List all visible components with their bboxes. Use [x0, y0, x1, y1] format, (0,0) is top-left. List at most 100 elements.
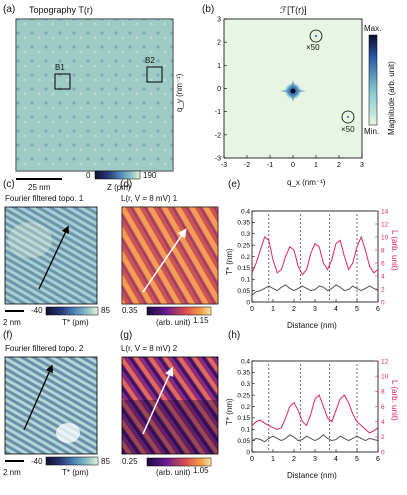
plot-area: [251, 210, 379, 303]
y-tick-label-left: 0.25: [237, 242, 250, 249]
linecut-arrow-d: [142, 228, 187, 293]
colorbar-topo-max: 190: [143, 171, 157, 180]
scalebar-a-label: 25 nm: [28, 183, 51, 192]
box-b1-label: B1: [55, 63, 65, 72]
ldos-map-2-title: L(r, V = 8 mV) 2: [121, 344, 178, 353]
y-tick-label-right: 6: [381, 260, 385, 267]
chart-e-xlabel: Distance (nm): [287, 321, 337, 330]
ldos-map-2-image: [121, 356, 219, 455]
magnification-label-2: ×50: [341, 125, 355, 134]
linecut-arrow-g: [142, 366, 174, 435]
colorbar-c-label: T* (pm): [62, 318, 89, 327]
y-tick-label-right: 10: [381, 234, 389, 241]
panel-label-e: (e): [228, 179, 241, 190]
fft-xtick-label: -1: [267, 162, 273, 169]
y-tick-label-right: 0: [381, 449, 385, 456]
linecut-chart-h: 0 1 2 3 4 5 600.050.10.150.20.250.30.350.40246…: [237, 358, 388, 463]
y-tick-label-left: 0.35: [237, 220, 250, 227]
linecut-arrow-2: [23, 364, 54, 431]
fft-axis-ticks: -3 -2 -1 0 1 2 3 3 2 1 0 -1 -2 -3: [215, 17, 364, 170]
y-tick-label-left: 0.05: [237, 438, 250, 445]
y-tick-label-left: 0.15: [237, 265, 250, 272]
colorbar-topo-min: 0: [86, 171, 91, 180]
colorbar-f-label: T* (pm): [62, 468, 89, 477]
colorbar-topo: [94, 170, 141, 180]
y-tick-label-right: 10: [381, 373, 389, 380]
scalebar-f-label: 2 nm: [3, 468, 21, 477]
y-tick-label-left: 0.05: [237, 288, 250, 295]
chart-e-ylabel-left: T* (nm): [225, 248, 234, 275]
colorbar-topo-label: Z (pm): [107, 183, 131, 192]
colorbar-f-min: -40: [31, 457, 43, 466]
fft-ytick-label: 1: [217, 63, 221, 70]
colorbar-g-label: (arb. unit): [156, 468, 191, 477]
y-tick-label-right: 12: [381, 221, 389, 228]
y-tick-label-left: 0.2: [241, 404, 250, 411]
chart-h-xlabel: Distance (nm): [287, 471, 337, 480]
y-tick-label-right: 4: [381, 419, 385, 426]
bragg-peak-2: [341, 110, 355, 124]
y-tick-label-left: 0.25: [237, 392, 250, 399]
y-tick-label-left: 0.1: [241, 277, 250, 284]
x-tick-label: 2: [292, 306, 296, 313]
topography-image: [15, 18, 174, 172]
filtered-topo-2-title: Fourier filtered topo. 2: [5, 344, 84, 353]
filtered-topo-2-image: [4, 356, 98, 455]
linecut-chart-e: 0 1 2 3 4 5 600.050.10.150.20.250.30.350.40246…: [237, 208, 388, 313]
panel-label-b: (b): [202, 4, 215, 15]
y-tick-label-left: 0.1: [241, 427, 250, 434]
y-tick-label-left: 0.4: [241, 208, 250, 215]
y-tick-label-left: 0.2: [241, 254, 250, 261]
panel-label-d: (d): [120, 179, 133, 190]
y-tick-label-right: 8: [381, 247, 385, 254]
colorbar-c-min: -40: [31, 306, 43, 315]
y-tick-label-right: 14: [381, 208, 389, 215]
panel-label-h: (h): [228, 330, 241, 341]
colorbar-d-label: (arb. unit): [156, 318, 191, 327]
x-tick-label: 6: [376, 456, 380, 463]
fft-xtick-label: -3: [221, 162, 227, 169]
colorbar-d: [146, 306, 212, 316]
fft-ytick-label: 3: [217, 17, 221, 24]
x-tick-label: 3: [313, 306, 317, 313]
colorbar-c: [45, 306, 99, 316]
y-tick-label-left: 0.35: [237, 370, 250, 377]
magnification-label-1: ×50: [306, 43, 320, 52]
panel-label-c: (c): [3, 179, 15, 190]
box-b1: [54, 73, 71, 90]
x-tick-label: 4: [334, 456, 338, 463]
y-tick-label-left: 0.4: [241, 358, 250, 365]
series-ldos-line: [251, 394, 379, 434]
fft-ytick-label: 2: [217, 40, 221, 47]
series-ldos-line: [251, 235, 379, 276]
x-tick-label: 1: [271, 456, 275, 463]
x-tick-label: 0: [250, 456, 254, 463]
panel-label-a: (a): [3, 4, 16, 15]
plot-area: [251, 360, 379, 453]
y-tick-label-right: 2: [381, 286, 385, 293]
box-b2: [146, 66, 163, 83]
fft-ytick-label: -1: [215, 109, 221, 116]
ldos-map-1-image: [121, 206, 219, 305]
y-tick-label-left: 0: [246, 449, 250, 456]
fft-ytick-label: -3: [215, 156, 221, 163]
x-tick-label: 1: [271, 306, 275, 313]
y-tick-label-left: 0.3: [241, 231, 250, 238]
colorbar-magnitude: [368, 34, 378, 126]
fft-ytick-label: -2: [215, 132, 221, 139]
x-tick-label: 2: [292, 456, 296, 463]
series-topography-line: [251, 434, 379, 443]
colorbar-c-max: 85: [101, 306, 110, 315]
filtered-topo-1-title: Fourier filtered topo. 1: [5, 194, 84, 203]
bragg-peak-1: [309, 29, 323, 43]
y-tick-label-left: 0.3: [241, 381, 250, 388]
chart-h-ylabel-right: L (arb. unit): [390, 380, 399, 421]
fft-xtick-label: 0: [291, 162, 295, 169]
colorbar-f: [45, 456, 99, 466]
x-tick-label: 0: [250, 306, 254, 313]
topography-title: Topography T(r): [29, 5, 93, 15]
ldos-map-1-title: L(r, V = 8 mV) 1: [121, 194, 178, 203]
y-tick-label-left: 0: [246, 299, 250, 306]
x-tick-label: 6: [376, 306, 380, 313]
